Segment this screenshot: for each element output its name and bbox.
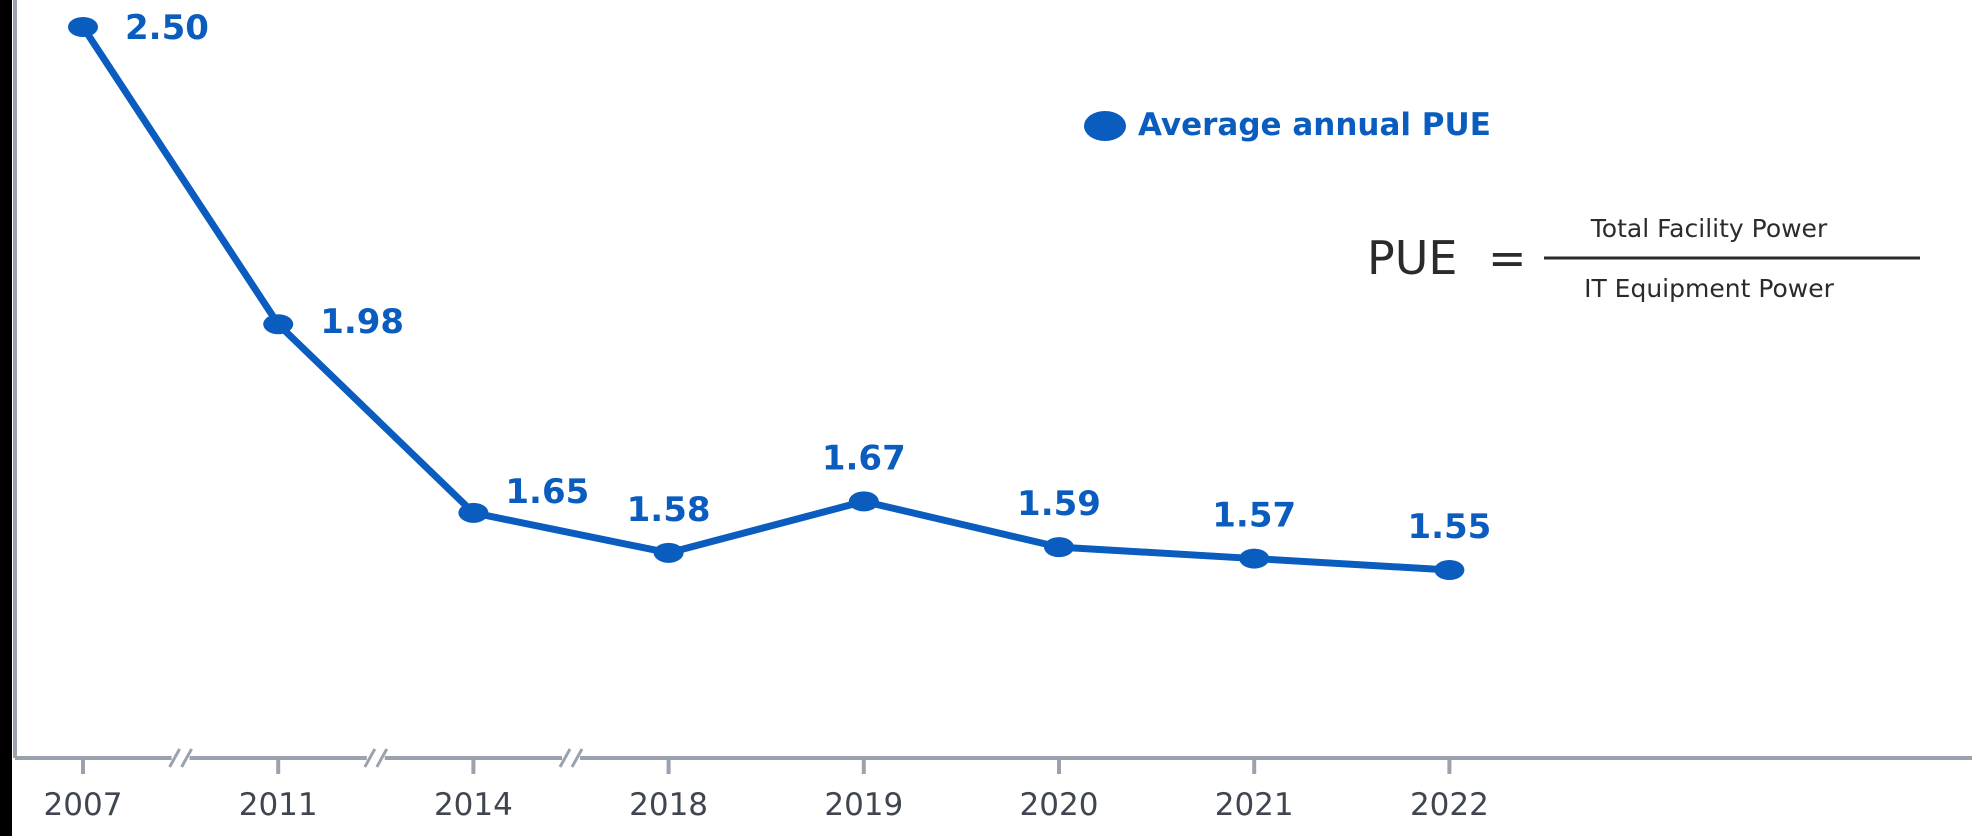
data-label-2022: 1.55: [1407, 507, 1491, 547]
data-label-2020: 1.59: [1017, 484, 1101, 524]
formula-numerator: Total Facility Power: [1590, 214, 1828, 243]
legend-label: Average annual PUE: [1138, 107, 1491, 143]
x-tick-label-2014: 2014: [434, 787, 513, 823]
data-point-2011: [263, 314, 294, 335]
data-label-2021: 1.57: [1212, 496, 1296, 536]
x-tick-label-2021: 2021: [1215, 787, 1294, 823]
axis-break-mark: [558, 748, 584, 768]
data-point-2018: [653, 542, 684, 563]
data-point-2021: [1239, 548, 1270, 569]
legend: Average annual PUE: [1084, 107, 1491, 143]
data-point-2022: [1434, 560, 1465, 580]
legend-marker: [1084, 111, 1126, 141]
pue-line-chart: 2007 2011 2014 2018 2019 2020 2021 2022 2.50 1.9…: [13, 0, 1972, 823]
x-tick-label-2007: 2007: [44, 787, 123, 823]
data-label-2011: 1.98: [320, 302, 404, 342]
formula-denominator: IT Equipment Power: [1584, 274, 1835, 303]
data-labels: 2.50 1.98 1.65 1.58 1.67 1.59 1.57 1.55: [125, 8, 1491, 547]
axis-breaks: [168, 748, 584, 768]
x-tick-label-2020: 2020: [1020, 787, 1099, 823]
data-label-2007: 2.50: [125, 8, 209, 48]
data-point-2020: [1044, 537, 1074, 558]
data-label-2019: 1.67: [822, 438, 906, 478]
x-tick-label-2022: 2022: [1410, 787, 1489, 823]
axis-break-mark: [363, 748, 389, 768]
pue-formula: PUE = Total Facility Power IT Equipment …: [1367, 214, 1920, 303]
series-line-average-annual-pue: [79, 23, 1453, 574]
formula-equals: =: [1488, 231, 1527, 285]
x-ticks: [81, 758, 1452, 774]
x-tick-label-2018: 2018: [629, 787, 708, 823]
data-label-2018: 1.58: [627, 490, 711, 530]
chart-frame: 2007 2011 2014 2018 2019 2020 2021 2022 2.50 1.9…: [12, 0, 1972, 836]
data-point-2014: [458, 502, 489, 523]
x-tick-label-2019: 2019: [824, 787, 903, 823]
axis-break-mark: [168, 748, 193, 768]
data-point-2019: [848, 491, 879, 512]
series-points: [68, 17, 1465, 580]
data-label-2014: 1.65: [505, 472, 589, 512]
data-point-2007: [68, 17, 98, 37]
formula-lhs: PUE: [1367, 231, 1457, 285]
x-tick-labels: 2007 2011 2014 2018 2019 2020 2021 2022: [44, 787, 1489, 823]
x-tick-label-2011: 2011: [239, 787, 318, 823]
